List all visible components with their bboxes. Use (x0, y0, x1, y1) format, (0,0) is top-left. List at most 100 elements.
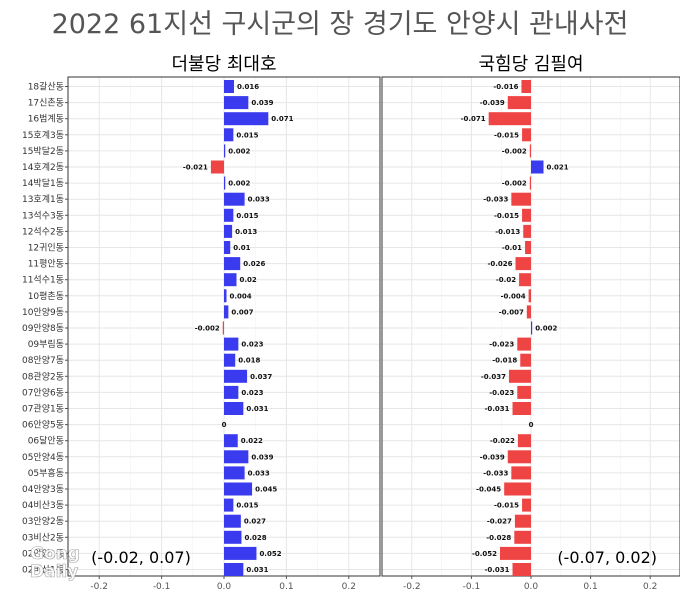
watermark-text: Daily (30, 562, 78, 582)
category-label: 13호계1동 (22, 193, 64, 205)
category-label: 05부흥동 (28, 467, 64, 479)
range-annotation: (-0.07, 0.02) (557, 548, 657, 567)
data-label: -0.027 (487, 518, 512, 526)
bar (224, 434, 238, 448)
data-label: -0.01 (502, 244, 522, 252)
bar (511, 466, 531, 480)
bar (522, 128, 531, 142)
panel-title: 국힘당 김필여 (478, 54, 583, 75)
data-label: 0.01 (233, 244, 250, 252)
bar (521, 80, 531, 93)
bar (504, 482, 531, 496)
category-label: 08관양2동 (22, 371, 64, 382)
data-label: 0.039 (251, 453, 273, 461)
bar (522, 208, 531, 222)
bar (224, 563, 244, 576)
data-label: -0.023 (489, 389, 514, 397)
range-annotation: (-0.02, 0.07) (91, 548, 191, 567)
data-label: -0.039 (480, 99, 505, 107)
bar (488, 112, 531, 126)
category-label: 13석수3동 (22, 210, 64, 221)
data-label: 0.015 (236, 212, 258, 220)
category-label: 10평촌동 (28, 291, 64, 302)
x-tick-label: 0.2 (643, 582, 657, 592)
data-label: -0.028 (486, 534, 511, 542)
bar (224, 176, 226, 190)
category-label: 02비산1동 (22, 565, 64, 576)
watermark-text: Gong (30, 544, 80, 564)
bar (224, 241, 231, 254)
bar (224, 466, 245, 480)
bar (531, 321, 533, 335)
data-label: -0.022 (490, 437, 515, 445)
bar (210, 160, 224, 174)
data-label: -0.015 (494, 212, 519, 220)
data-label: -0.002 (502, 147, 527, 155)
category-label: 04안양3동 (22, 484, 64, 495)
data-label: -0.023 (489, 341, 514, 349)
category-label: 10안양9동 (22, 307, 64, 318)
data-label: 0.007 (231, 308, 253, 316)
category-label: 18갈산동 (28, 82, 64, 93)
panel-title: 더불당 최대호 (171, 54, 276, 75)
category-label: 05안양4동 (22, 452, 64, 463)
bar (224, 273, 237, 287)
x-tick-label: -0.2 (403, 582, 421, 592)
data-label: 0.02 (239, 276, 256, 284)
data-label: 0.002 (228, 147, 250, 155)
data-label: 0.031 (246, 566, 268, 574)
x-tick-label: -0.1 (153, 582, 171, 592)
category-label: 08안양7동 (22, 355, 64, 366)
data-label: -0.045 (476, 486, 501, 494)
bar (224, 514, 241, 528)
data-label: 0.037 (250, 373, 272, 381)
data-label: -0.021 (183, 164, 208, 172)
data-label: -0.015 (494, 131, 519, 139)
data-label: -0.015 (494, 502, 519, 510)
bar (507, 450, 531, 464)
category-label: 04비산3동 (22, 500, 64, 511)
data-label: 0.018 (238, 357, 260, 365)
category-label: 06안양5동 (22, 420, 64, 431)
bar (224, 208, 234, 222)
bar (224, 305, 229, 319)
bar (528, 289, 531, 303)
bar (500, 546, 531, 560)
bar (515, 257, 531, 271)
bar (529, 176, 532, 190)
data-label: -0.033 (483, 196, 508, 204)
panel-left: 더불당 최대호 -0.2 -0.1 0.0 0.1 0.2 0.016 18갈산동 0.039 1… (22, 54, 381, 592)
data-label: 0.023 (241, 389, 263, 397)
data-label: -0.007 (499, 308, 524, 316)
bar (224, 402, 244, 415)
data-label: -0.016 (493, 83, 518, 91)
bar (512, 563, 531, 576)
bar (525, 241, 531, 254)
data-label: -0.002 (195, 325, 220, 333)
data-label: 0.015 (236, 502, 258, 510)
category-label: 11석수1동 (22, 275, 64, 286)
bar (224, 530, 242, 544)
bar (531, 160, 544, 174)
category-label: 16범계동 (28, 113, 64, 125)
category-label: 12석수2동 (22, 226, 64, 237)
category-label: 09안양8동 (22, 323, 64, 334)
data-label: 0.015 (236, 131, 258, 139)
bar (224, 546, 257, 560)
x-tick-label: 0.0 (524, 582, 539, 592)
category-label: 15박달2동 (22, 145, 64, 157)
bar (224, 144, 226, 158)
data-label: 0.028 (244, 534, 266, 542)
x-tick-label: 0.2 (342, 582, 356, 592)
bar (529, 144, 532, 158)
category-label: 07안양6동 (22, 387, 64, 398)
category-label: 15호계3동 (22, 129, 64, 141)
bar (517, 385, 531, 399)
bar (224, 224, 233, 238)
bar (224, 337, 239, 351)
bar (224, 112, 269, 126)
data-label: 0.033 (248, 469, 270, 477)
data-label: 0.002 (228, 180, 250, 188)
data-label: 0.052 (259, 550, 281, 558)
